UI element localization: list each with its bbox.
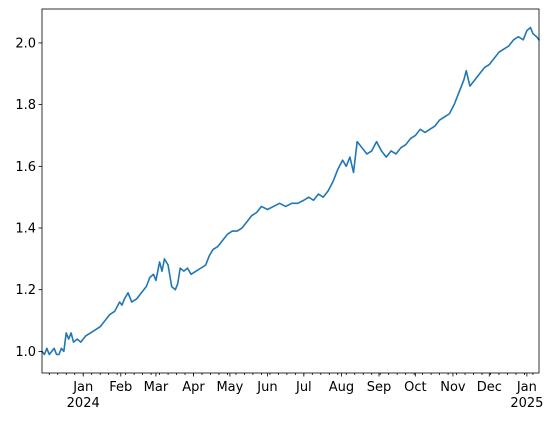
x-tick-label: Oct (404, 380, 426, 395)
y-tick-label: 2.0 (15, 36, 36, 51)
x-tick-label: Jul (295, 380, 312, 395)
x-tick-label: Jan (72, 380, 93, 395)
series-line-0 (41, 26, 540, 356)
x-tick-year-label: 2024 (67, 396, 100, 411)
x-tick-year-label: 2025 (510, 396, 543, 411)
x-tick-label: Jan (516, 380, 537, 395)
y-tick-label: 1.8 (15, 98, 36, 113)
y-tick-label: 1.6 (15, 160, 36, 175)
plot-frame (41, 8, 540, 374)
x-tick-label: Apr (182, 380, 205, 395)
x-tick-label: Sep (367, 380, 392, 395)
plot-area (41, 26, 540, 356)
x-tick-label: Jun (256, 380, 277, 395)
y-tick-label: 1.2 (15, 283, 36, 298)
x-tick-label: Mar (144, 380, 169, 395)
x-tick-label: May (216, 380, 243, 395)
x-tick-label: Nov (440, 380, 466, 395)
y-axis: 1.0 1.2 1.4 1.6 1.8 2.0 (15, 36, 42, 360)
x-tick-label: Feb (109, 380, 132, 395)
y-tick-label: 1.4 (15, 222, 36, 237)
x-tick-label: Aug (329, 380, 354, 395)
y-tick-label: 1.0 (15, 345, 36, 360)
x-tick-label: Dec (477, 380, 502, 395)
